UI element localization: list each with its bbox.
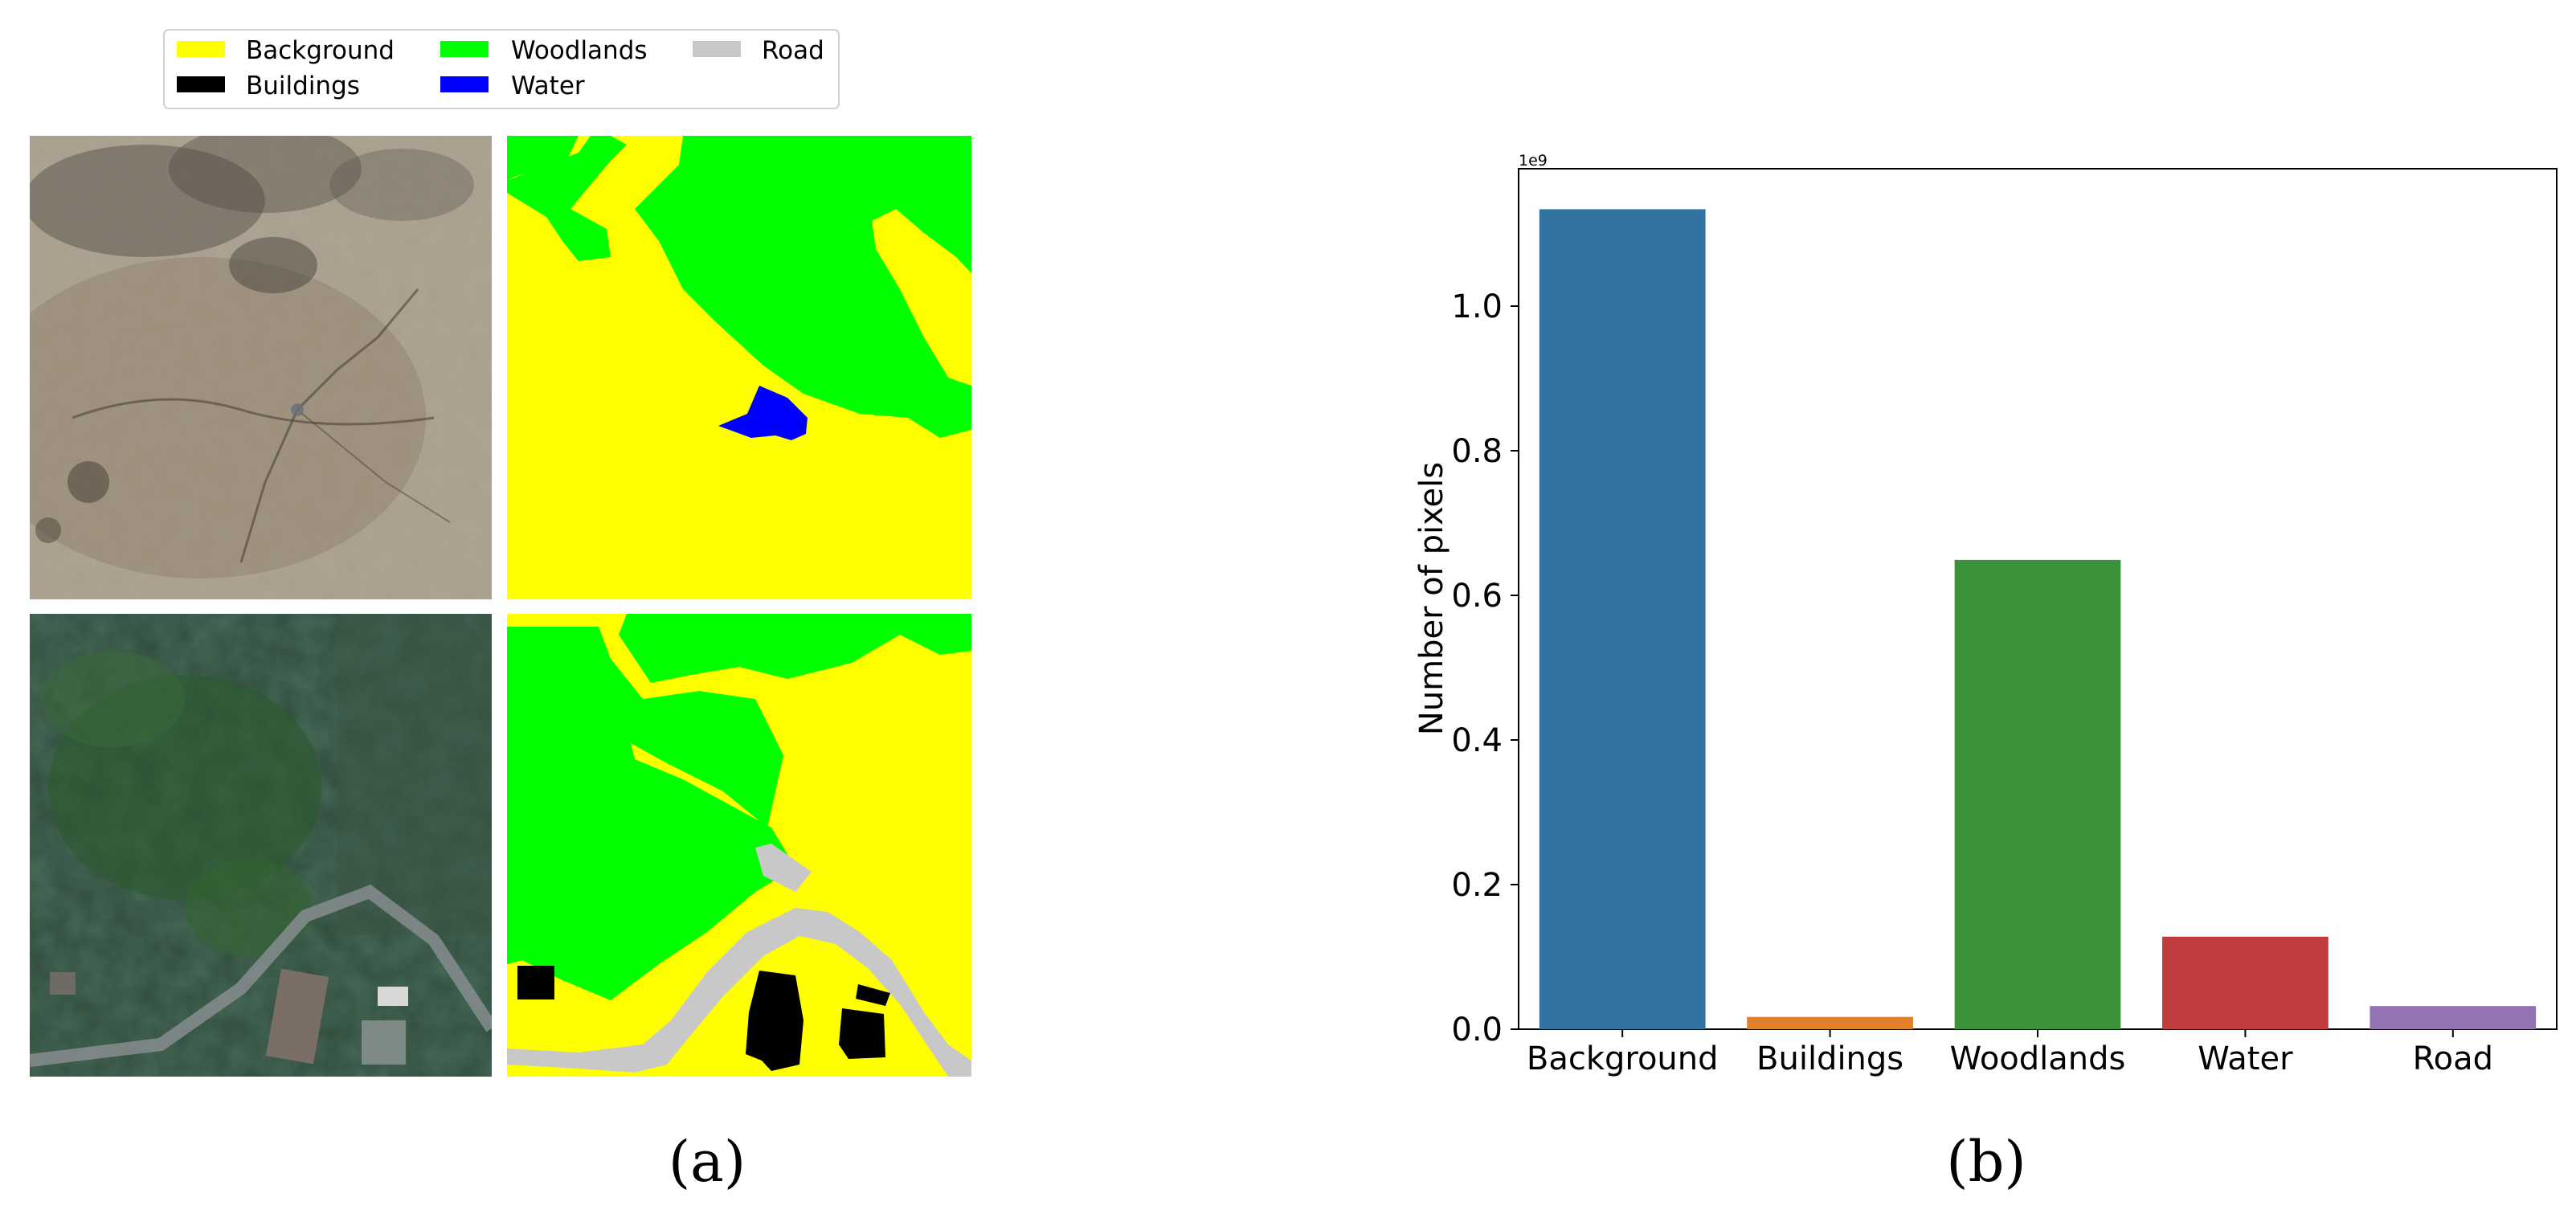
y-tick-label: 1.0 xyxy=(1451,288,1503,325)
bar-woodlands xyxy=(1954,559,2121,1029)
bar-road xyxy=(2370,1006,2537,1029)
legend-swatch-water xyxy=(440,76,489,92)
legend-swatch-buildings xyxy=(177,76,225,92)
legend-label-woodlands: Woodlands xyxy=(511,36,648,65)
mask-woodlands-region xyxy=(507,136,579,181)
legend-entry-woodlands: Woodlands xyxy=(440,36,648,65)
segmentation-mask-meadow xyxy=(507,136,971,599)
bars-layer xyxy=(1539,209,2537,1029)
mask-road-region xyxy=(755,844,812,892)
mask-buildings-region xyxy=(517,966,554,999)
y-tick-label: 0.6 xyxy=(1451,578,1503,615)
legend-entry-background: Background xyxy=(177,36,395,65)
legend-label-buildings: Buildings xyxy=(246,72,360,100)
legend-entry-buildings: Buildings xyxy=(177,72,360,100)
x-tick-label-woodlands: Woodlands xyxy=(1950,1040,2126,1077)
legend-swatch-background xyxy=(177,41,225,57)
legend-entry-road: Road xyxy=(693,36,824,65)
bar-background xyxy=(1539,209,1706,1029)
mask-water-region xyxy=(718,386,808,440)
x-tick-label-road: Road xyxy=(2413,1040,2493,1077)
mask-woodlands-region xyxy=(507,614,971,1000)
mask-road-region xyxy=(507,908,971,1077)
y-tick-label: 0.2 xyxy=(1451,867,1503,904)
y-tick-label: 0.0 xyxy=(1451,1012,1503,1048)
mask-woodlands-region xyxy=(507,136,627,261)
segmentation-mask-forest xyxy=(507,614,971,1077)
mask-woodlands-region xyxy=(635,136,971,438)
bar-water xyxy=(2162,936,2329,1029)
x-tick-label-water: Water xyxy=(2198,1040,2293,1077)
mask-buildings-region xyxy=(839,1008,885,1059)
bar-buildings xyxy=(1747,1016,1913,1029)
mask-buildings-region xyxy=(746,971,803,1071)
legend-swatch-road xyxy=(693,41,741,57)
bar-chart: 0.0 0.2 0.4 0.6 0.8 1.0 Background Buildings Wo… xyxy=(1413,152,2558,1077)
legend-label-water: Water xyxy=(511,72,585,100)
mask-background-region xyxy=(872,209,971,386)
legend-label-road: Road xyxy=(762,36,824,65)
y-tick-label: 0.8 xyxy=(1451,433,1503,470)
legend-swatch-woodlands xyxy=(440,41,489,57)
panel-label-b: (b) xyxy=(1946,1129,2026,1195)
legend-box xyxy=(163,29,840,109)
y-axis-label: Number of pixels xyxy=(1413,462,1450,735)
mask-buildings-region xyxy=(856,984,890,1006)
x-axis-ticks: Background Buildings Woodlands Water Road xyxy=(1527,1029,2493,1077)
legend-entry-water: Water xyxy=(440,72,585,100)
aerial-image-meadow xyxy=(30,136,492,599)
y-tick-label: 0.4 xyxy=(1451,722,1503,759)
y-axis-offset-text: 1e9 xyxy=(1519,152,1548,170)
x-tick-label-background: Background xyxy=(1527,1040,1719,1077)
x-tick-label-buildings: Buildings xyxy=(1756,1040,1903,1077)
panel-label-a: (a) xyxy=(669,1129,746,1195)
y-axis-ticks: 0.0 0.2 0.4 0.6 0.8 1.0 xyxy=(1451,288,1519,1048)
legend-label-background: Background xyxy=(246,36,395,65)
aerial-image-forest xyxy=(30,614,492,1077)
